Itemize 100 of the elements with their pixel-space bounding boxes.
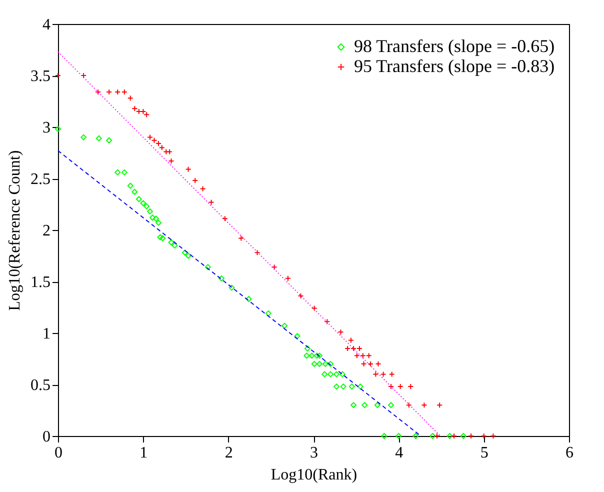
point [304, 352, 310, 359]
point [360, 352, 366, 359]
point [328, 360, 334, 367]
point [430, 433, 436, 439]
point [265, 310, 272, 316]
point [396, 433, 402, 439]
point [282, 322, 288, 329]
x-axis-title: Log10(Rank) [270, 466, 358, 484]
point [127, 182, 134, 189]
point [106, 137, 112, 144]
point [208, 199, 214, 206]
point [314, 352, 320, 359]
point [354, 352, 360, 359]
point [172, 242, 178, 248]
point [374, 402, 380, 408]
x-tick-label: 3 [310, 444, 318, 462]
point [200, 186, 206, 192]
x-tick-label: 6 [566, 444, 574, 462]
x-tick-label: 2 [224, 444, 233, 462]
point [222, 216, 228, 222]
y-tick-label: 2 [42, 222, 50, 240]
point [381, 433, 388, 439]
point [333, 371, 340, 378]
point [446, 433, 453, 439]
point [144, 112, 150, 118]
point [375, 360, 382, 367]
point [308, 352, 315, 359]
point [388, 402, 394, 408]
point [357, 384, 364, 390]
point [80, 72, 87, 78]
point [121, 169, 128, 176]
point [324, 318, 330, 325]
point [185, 252, 192, 259]
y-tick-label: 4 [42, 16, 50, 34]
point [218, 275, 225, 282]
point [322, 360, 328, 367]
point [348, 384, 355, 390]
y-axis-title: Log10(Reference Count) [6, 150, 24, 311]
point [152, 216, 159, 222]
x-tick-label: 5 [480, 444, 488, 462]
point [480, 433, 487, 439]
point [298, 292, 304, 299]
point [366, 352, 372, 359]
point [322, 371, 328, 378]
point [388, 371, 395, 378]
y-tick-label: 0.5 [30, 377, 50, 394]
point [412, 433, 419, 439]
y-tick-label: 1 [42, 326, 50, 342]
point [228, 284, 235, 291]
point [204, 264, 211, 270]
point [150, 214, 156, 221]
point [127, 95, 134, 102]
point [339, 371, 346, 378]
point [451, 433, 458, 439]
legend-label: 98 Transfers (slope = -0.65) [354, 36, 555, 56]
legend-label: 95 Transfers (slope = -0.83) [354, 56, 555, 76]
point [146, 208, 153, 214]
point [254, 250, 260, 256]
point [140, 200, 146, 206]
point [348, 337, 354, 344]
point [157, 234, 164, 240]
point [96, 135, 102, 142]
point [136, 196, 142, 202]
point [328, 371, 334, 378]
point [238, 235, 244, 242]
point [246, 296, 252, 302]
point [284, 275, 291, 282]
point [155, 220, 162, 226]
point [182, 250, 188, 256]
x-tick-label: 4 [395, 444, 404, 462]
point [406, 402, 412, 408]
point [160, 235, 166, 242]
x-tick-label: 0 [54, 444, 62, 462]
point [311, 360, 318, 367]
point [80, 134, 87, 140]
x-tick-label: 1 [140, 444, 148, 462]
point [360, 360, 367, 367]
point [114, 169, 121, 176]
y-tick-label: 2.5 [30, 171, 50, 188]
point [294, 333, 300, 340]
point [380, 371, 386, 378]
point [144, 203, 150, 210]
y-tick-label: 1.5 [30, 274, 50, 291]
point [436, 402, 443, 408]
point [55, 126, 61, 132]
point [168, 239, 174, 246]
y-tick-label: 0 [42, 428, 50, 446]
point [316, 360, 322, 367]
point [55, 72, 61, 78]
point [316, 352, 322, 359]
point [185, 166, 192, 172]
point [304, 345, 311, 352]
point [460, 433, 466, 439]
point [490, 433, 496, 439]
point [271, 264, 278, 270]
point [333, 384, 340, 390]
y-tick-label: 3.5 [30, 68, 50, 85]
point [362, 402, 368, 408]
point [311, 305, 318, 312]
point [350, 402, 357, 408]
